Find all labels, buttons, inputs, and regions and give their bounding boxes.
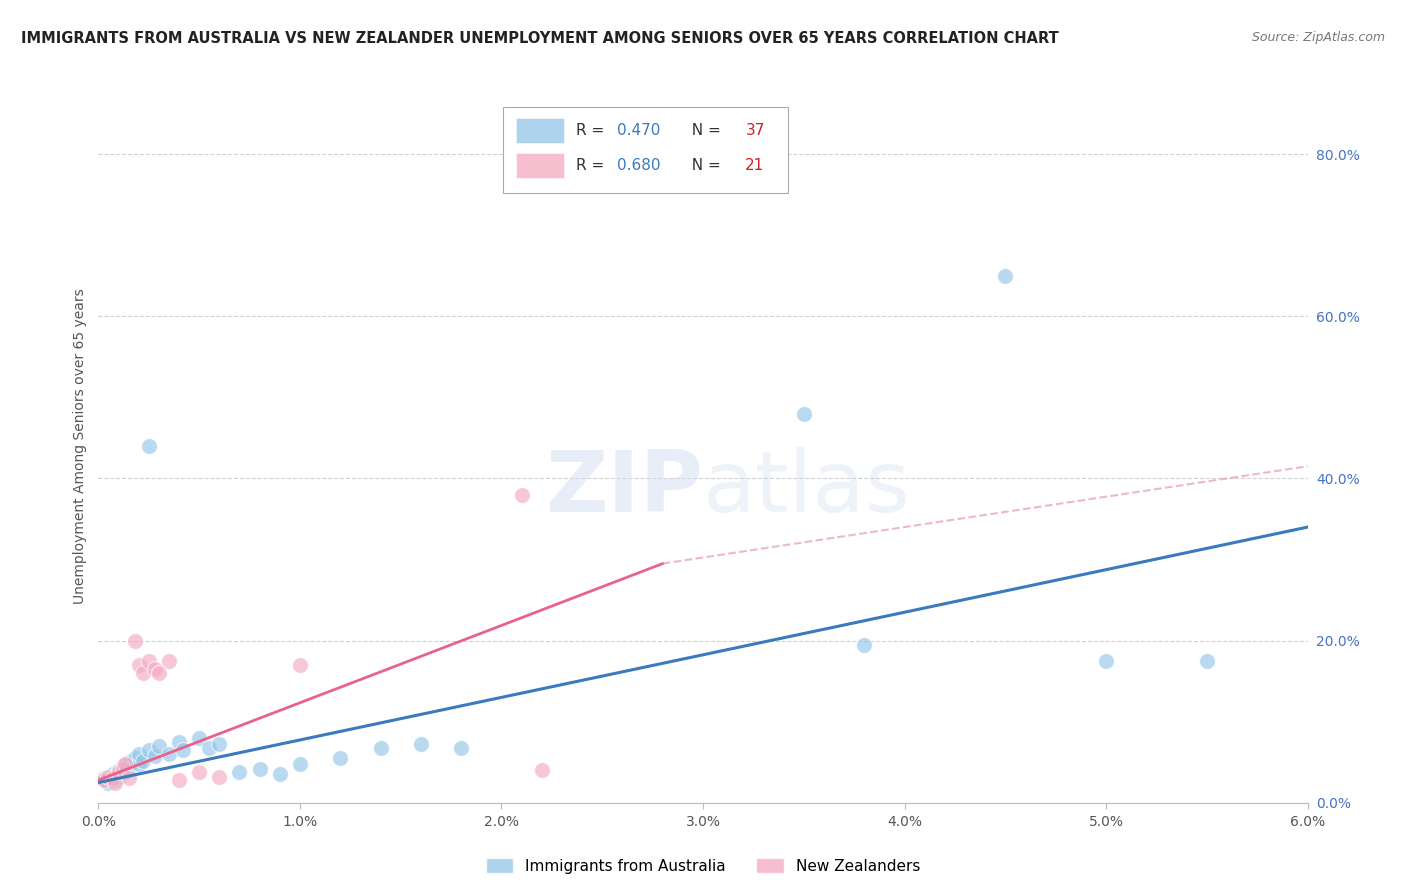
Point (288, 657, 311, 672)
Point (101, 772, 124, 786)
Text: R =: R = (576, 158, 609, 173)
Point (172, 743, 194, 757)
Point (132, 754, 155, 768)
Point (208, 770, 231, 784)
Point (128, 657, 150, 672)
Point (188, 764, 211, 779)
Point (167, 773, 190, 788)
Point (107, 770, 129, 784)
Point (118, 772, 141, 786)
Text: 0.680: 0.680 (617, 158, 661, 173)
Point (793, 407, 815, 421)
Point (107, 764, 129, 778)
Text: Source: ZipAtlas.com: Source: ZipAtlas.com (1251, 31, 1385, 45)
Point (228, 764, 250, 779)
Point (450, 740, 472, 755)
Point (138, 439, 160, 453)
Point (93, 773, 115, 788)
Text: IMMIGRANTS FROM AUSTRALIA VS NEW ZEALANDER UNEMPLOYMENT AMONG SENIORS OVER 65 YE: IMMIGRANTS FROM AUSTRALIA VS NEW ZEALAND… (21, 31, 1059, 46)
Point (198, 740, 221, 755)
Text: 21: 21 (745, 158, 765, 173)
Point (329, 751, 352, 765)
Point (103, 775, 125, 789)
Point (853, 638, 876, 652)
Legend: Immigrants from Australia, New Zealanders: Immigrants from Australia, New Zealander… (479, 852, 927, 880)
FancyBboxPatch shape (516, 153, 564, 178)
FancyBboxPatch shape (516, 118, 564, 144)
Text: N =: N = (682, 158, 725, 173)
Text: N =: N = (682, 123, 725, 138)
Point (167, 735, 190, 749)
Point (148, 739, 170, 753)
Point (1095, 654, 1118, 668)
Y-axis label: Unemployment Among Seniors over 65 years: Unemployment Among Seniors over 65 years (73, 288, 87, 604)
Point (510, 488, 533, 502)
Point (138, 654, 160, 668)
Text: ZIP: ZIP (546, 447, 703, 531)
Point (93, 772, 115, 786)
Text: 0.470: 0.470 (617, 123, 661, 138)
Point (111, 762, 134, 776)
Point (111, 759, 134, 773)
Point (249, 762, 271, 776)
Point (118, 756, 141, 770)
Point (114, 756, 136, 771)
Point (132, 666, 155, 681)
Point (97, 770, 120, 784)
Point (288, 756, 311, 771)
Point (124, 633, 146, 648)
Point (124, 751, 146, 765)
Point (118, 762, 141, 776)
FancyBboxPatch shape (503, 107, 787, 193)
Point (370, 740, 392, 755)
Point (101, 767, 124, 781)
Point (143, 748, 166, 763)
Text: R =: R = (576, 123, 609, 138)
Point (107, 764, 129, 779)
Point (409, 738, 432, 752)
Point (157, 654, 180, 668)
Text: 37: 37 (745, 123, 765, 138)
Point (994, 268, 1017, 283)
Text: atlas: atlas (703, 447, 911, 531)
Point (128, 747, 150, 761)
Point (103, 773, 125, 788)
Point (128, 756, 150, 771)
Point (157, 747, 180, 761)
Point (269, 767, 291, 781)
Point (1195, 654, 1218, 668)
Point (208, 738, 231, 752)
Point (97, 775, 120, 789)
Point (114, 764, 136, 779)
Point (143, 662, 166, 676)
Point (148, 666, 170, 681)
Point (138, 743, 160, 757)
Point (530, 764, 553, 778)
Point (188, 731, 211, 745)
